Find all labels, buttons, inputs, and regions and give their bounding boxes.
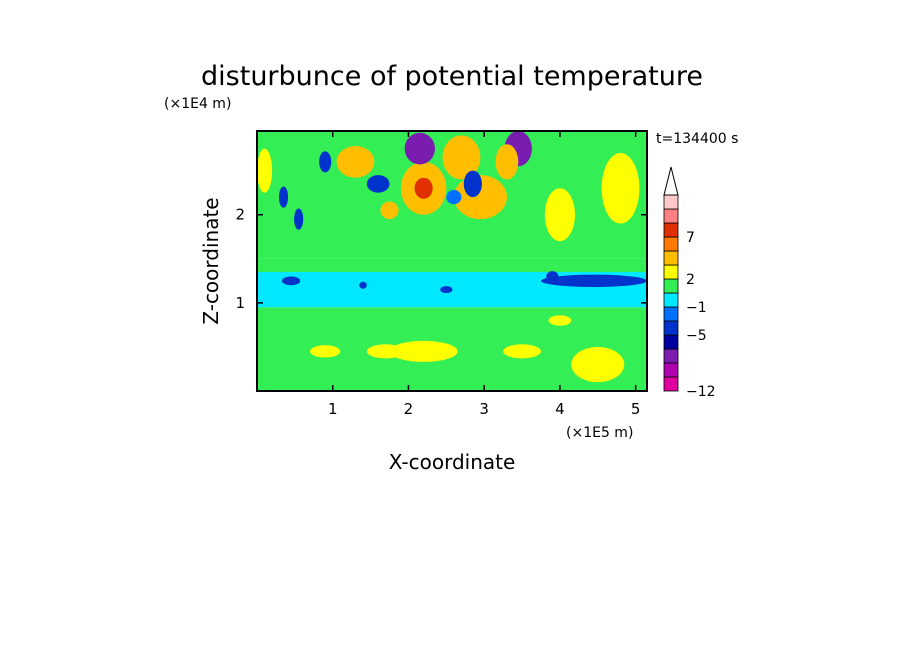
contour-feature	[336, 145, 375, 178]
colorbar-segment	[663, 334, 679, 350]
x-tick-label: 5	[631, 400, 641, 418]
colorbar-segment	[663, 362, 679, 378]
colorbar-segment	[663, 348, 679, 364]
contour-feature	[544, 188, 576, 242]
contour-feature	[495, 144, 519, 180]
colorbar-label: 2	[686, 272, 695, 288]
contour-feature	[366, 344, 405, 359]
colorbar-segment	[663, 208, 679, 224]
contour-feature	[281, 276, 301, 286]
colorbar-segment	[663, 320, 679, 336]
contour-feature	[366, 175, 390, 193]
y-tick-label: 1	[235, 294, 245, 312]
contour-feature	[389, 340, 458, 362]
x-tick-label: 4	[555, 400, 565, 418]
colorbar-segment	[663, 194, 679, 210]
contour-feature	[380, 201, 399, 220]
contour-feature	[414, 177, 433, 199]
contour-feature	[546, 271, 559, 282]
colorbar-segment	[663, 222, 679, 238]
contour-feature	[294, 208, 304, 230]
contour-feature	[440, 286, 453, 294]
contour-feature	[503, 344, 541, 359]
colorbar-segment	[663, 292, 679, 308]
contour-feature	[463, 170, 482, 198]
time-label: t=134400 s	[656, 131, 738, 147]
colorbar-extend-arrow	[663, 166, 679, 196]
contour-feature	[442, 135, 481, 180]
contour-fill	[257, 131, 647, 391]
colorbar-segment	[663, 250, 679, 266]
plot-frame	[256, 130, 648, 392]
contour-feature	[257, 355, 265, 391]
colorbar-segment	[663, 306, 679, 322]
colorbar-label: −12	[686, 384, 716, 400]
colorbar-segment	[663, 264, 679, 280]
colorbar-segment	[663, 376, 679, 392]
y-tick-label: 2	[235, 206, 245, 224]
colorbar-label: −5	[686, 328, 707, 344]
x-tick-label: 1	[328, 400, 338, 418]
contour-feature	[446, 190, 462, 205]
y-axis-label: Z-coordinate	[199, 197, 223, 324]
colorbar-segment	[663, 278, 679, 294]
contour-feature	[404, 132, 435, 165]
x-tick-label: 3	[479, 400, 489, 418]
colorbar-segment	[663, 236, 679, 252]
x-unit-label: (×1E5 m)	[566, 425, 633, 441]
x-axis-label: X-coordinate	[389, 450, 516, 474]
contour-feature	[571, 346, 625, 383]
contour-feature	[359, 281, 367, 289]
contour-feature	[319, 151, 332, 173]
contour-feature	[278, 186, 289, 208]
contour-feature	[601, 153, 640, 224]
contour-band	[257, 307, 647, 321]
colorbar-label: 7	[686, 230, 695, 246]
colorbar: 7 2 −1 −5 −12	[663, 166, 716, 400]
colorbar-label: −1	[686, 300, 707, 316]
contour-feature	[540, 274, 647, 287]
contour-feature	[257, 148, 273, 193]
y-unit-label: (×1E4 m)	[164, 96, 231, 112]
contour-feature	[310, 345, 341, 358]
chart-title: disturbunce of potential temperature	[201, 61, 703, 92]
contour-feature	[548, 315, 572, 326]
x-tick-label: 2	[404, 400, 414, 418]
contour-band	[257, 258, 647, 273]
